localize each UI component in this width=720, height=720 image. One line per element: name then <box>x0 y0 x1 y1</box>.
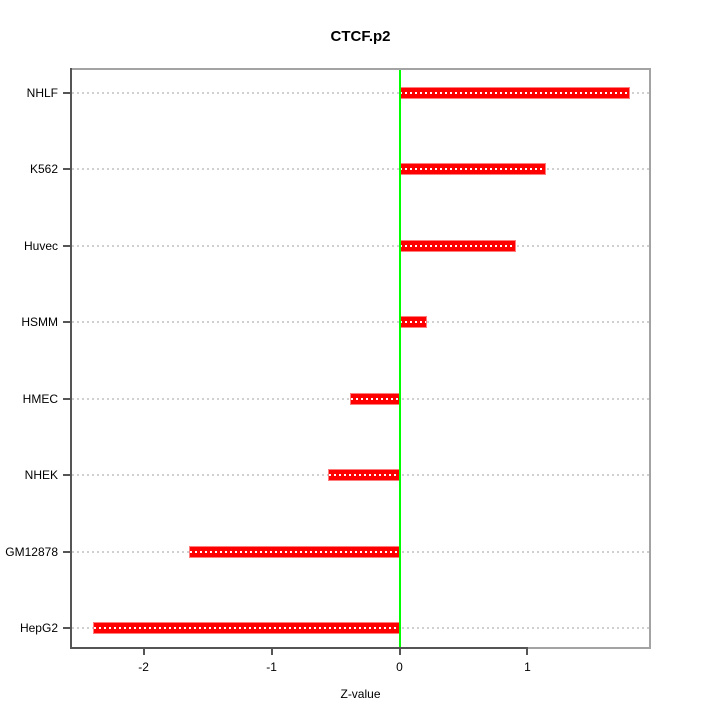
x-tick-label: 1 <box>524 660 531 674</box>
y-tick-label-HepG2: HepG2 <box>19 621 58 635</box>
y-tick-label-NHEK: NHEK <box>24 468 58 483</box>
grid-line <box>72 321 649 324</box>
grid-line-on-bar <box>399 244 515 247</box>
y-tick <box>63 92 70 94</box>
y-tick <box>63 168 70 171</box>
y-axis-line <box>70 68 72 649</box>
grid-line-on-bar <box>93 627 400 629</box>
x-tick-label: -2 <box>138 660 149 674</box>
y-tick-label-K562: K562 <box>29 162 58 177</box>
chart-title: CTCF.p2 <box>330 28 391 45</box>
y-tick-label-HMEC: HMEC <box>22 391 58 406</box>
y-tick-label-NHLF: NHLF <box>26 86 58 100</box>
grid-line-on-bar <box>350 397 400 400</box>
grid-line-on-bar <box>329 474 400 477</box>
plot-box <box>63 68 651 655</box>
y-tick <box>63 550 70 553</box>
x-axis-line <box>70 647 529 649</box>
grid-line-on-bar <box>399 92 629 94</box>
y-tick <box>63 397 70 400</box>
grid-line <box>72 92 649 94</box>
x-tick-label: 0 <box>396 660 403 674</box>
x-tick <box>398 649 401 655</box>
y-tick <box>63 474 70 477</box>
y-tick-label-GM12878: GM12878 <box>5 544 58 559</box>
grid-line-on-bar <box>189 550 400 553</box>
y-tick <box>63 321 70 324</box>
zero-reference-line <box>398 70 401 647</box>
x-tick <box>526 649 529 655</box>
x-tick <box>270 649 273 655</box>
y-tick <box>63 627 70 629</box>
y-tick-label-HSMM: HSMM <box>21 315 58 330</box>
grid-line-on-bar <box>399 168 546 171</box>
x-axis-title: Z-value <box>340 687 381 701</box>
x-tick <box>142 649 145 655</box>
grid-line <box>72 168 649 171</box>
grid-line-on-bar <box>399 321 427 324</box>
grid-line <box>72 244 649 247</box>
x-tick-label: -1 <box>266 660 277 674</box>
y-tick <box>63 244 70 247</box>
y-tick-label-Huvec: Huvec <box>23 238 58 253</box>
